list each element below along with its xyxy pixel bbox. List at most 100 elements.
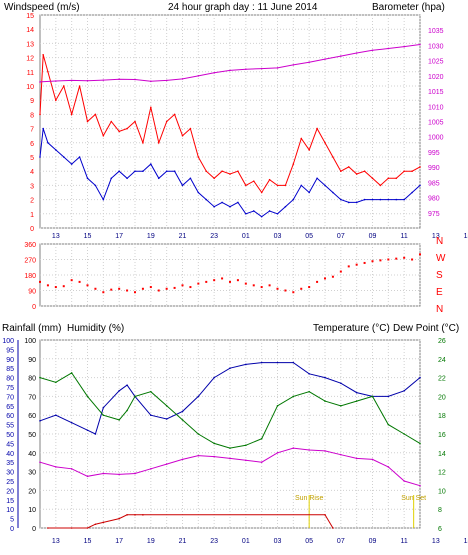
data-point bbox=[102, 472, 105, 475]
direction-point bbox=[197, 282, 200, 285]
direction-point bbox=[126, 289, 129, 292]
data-point bbox=[78, 85, 81, 87]
x-tick-label: 17 bbox=[115, 538, 123, 545]
x-tick-label: 15 bbox=[84, 233, 92, 240]
data-point bbox=[134, 120, 136, 123]
data-point bbox=[363, 170, 366, 172]
data-point bbox=[213, 455, 215, 458]
y-tick-label-direction: 360 bbox=[24, 242, 36, 249]
x-tick-label: 13 bbox=[432, 538, 440, 545]
data-point bbox=[47, 142, 49, 144]
data-point bbox=[157, 177, 160, 180]
y-tick-label-rainfall: 55 bbox=[6, 423, 14, 430]
data-point bbox=[324, 142, 326, 144]
y-tick-label-temperature: 20 bbox=[438, 394, 446, 401]
y-tick-label-barometer: 1015 bbox=[428, 89, 444, 96]
y-tick-label-temperature: 26 bbox=[438, 338, 446, 345]
data-point bbox=[165, 463, 168, 465]
series-line-wind-average bbox=[39, 128, 421, 218]
data-point bbox=[55, 80, 57, 82]
direction-point bbox=[379, 259, 382, 262]
data-point bbox=[419, 166, 421, 168]
data-point bbox=[197, 75, 200, 77]
data-point bbox=[118, 473, 120, 476]
data-point bbox=[134, 78, 136, 81]
data-point bbox=[292, 198, 295, 201]
data-point bbox=[55, 149, 57, 151]
data-point bbox=[142, 514, 144, 516]
direction-point bbox=[419, 253, 421, 256]
x-tick-label: 05 bbox=[305, 233, 313, 240]
y-tick-label-temperature: 18 bbox=[438, 413, 446, 420]
data-point bbox=[300, 137, 303, 140]
y-tick-label-humidity: 0 bbox=[32, 526, 36, 533]
x-tick-label: 05 bbox=[305, 538, 313, 545]
y-tick-label-rainfall: 85 bbox=[6, 366, 14, 373]
data-point bbox=[276, 67, 279, 69]
data-point bbox=[70, 467, 73, 470]
data-point bbox=[229, 367, 231, 370]
direction-point bbox=[54, 286, 57, 289]
data-point bbox=[324, 376, 326, 379]
x-tick-label: 15 bbox=[464, 538, 468, 545]
y-tick-label-rainfall: 45 bbox=[6, 441, 14, 448]
data-point bbox=[395, 198, 398, 201]
direction-point bbox=[268, 284, 271, 287]
data-point bbox=[55, 99, 57, 101]
data-point bbox=[150, 80, 152, 83]
data-point bbox=[134, 514, 136, 516]
y-tick-label-humidity: 30 bbox=[28, 470, 36, 477]
data-point bbox=[355, 52, 358, 54]
y-tick-label-rainfall: 5 bbox=[10, 517, 14, 524]
direction-point bbox=[110, 288, 113, 291]
x-tick-label: 23 bbox=[210, 233, 218, 240]
data-point bbox=[102, 198, 105, 201]
data-point bbox=[403, 170, 405, 172]
direction-point bbox=[284, 289, 287, 292]
data-point bbox=[308, 390, 310, 393]
data-point bbox=[340, 405, 342, 407]
direction-point bbox=[102, 291, 105, 294]
data-point bbox=[134, 170, 136, 172]
direction-point bbox=[86, 284, 89, 287]
data-point bbox=[308, 61, 310, 63]
data-point bbox=[165, 120, 168, 123]
y-tick-label-windspeed: 15 bbox=[26, 13, 34, 20]
data-point bbox=[419, 484, 421, 487]
x-tick-label: 19 bbox=[147, 233, 155, 240]
direction-point bbox=[221, 277, 224, 280]
data-point bbox=[70, 527, 73, 529]
y-tick-label-temperature: 12 bbox=[438, 470, 446, 477]
data-point bbox=[419, 442, 421, 445]
data-point bbox=[347, 201, 350, 204]
compass-label: S bbox=[436, 270, 443, 281]
y-tick-label-humidity: 40 bbox=[28, 451, 36, 458]
data-point bbox=[86, 79, 89, 82]
direction-point bbox=[149, 286, 152, 289]
y-tick-label-barometer: 1030 bbox=[428, 43, 444, 50]
x-tick-label: 03 bbox=[274, 538, 282, 545]
data-point bbox=[387, 177, 390, 180]
data-point bbox=[292, 361, 295, 364]
data-point bbox=[292, 163, 295, 165]
data-point bbox=[387, 466, 390, 468]
data-point bbox=[181, 410, 184, 413]
data-point bbox=[165, 418, 168, 420]
data-point bbox=[110, 120, 113, 123]
data-point bbox=[55, 466, 57, 468]
y-tick-label-direction: 180 bbox=[24, 273, 36, 280]
data-point bbox=[229, 173, 231, 175]
data-point bbox=[355, 391, 358, 394]
y-tick-label-windspeed: 8 bbox=[30, 112, 34, 119]
data-point bbox=[316, 127, 318, 130]
data-point bbox=[221, 201, 223, 204]
data-point bbox=[245, 213, 247, 215]
y-tick-label-rainfall: 60 bbox=[6, 413, 14, 420]
y-tick-label-rainfall: 75 bbox=[6, 385, 14, 392]
data-point bbox=[332, 156, 334, 158]
x-tick-label: 13 bbox=[52, 538, 60, 545]
direction-point bbox=[292, 291, 295, 294]
data-point bbox=[411, 191, 413, 194]
data-point bbox=[118, 419, 120, 421]
data-point bbox=[39, 461, 41, 464]
